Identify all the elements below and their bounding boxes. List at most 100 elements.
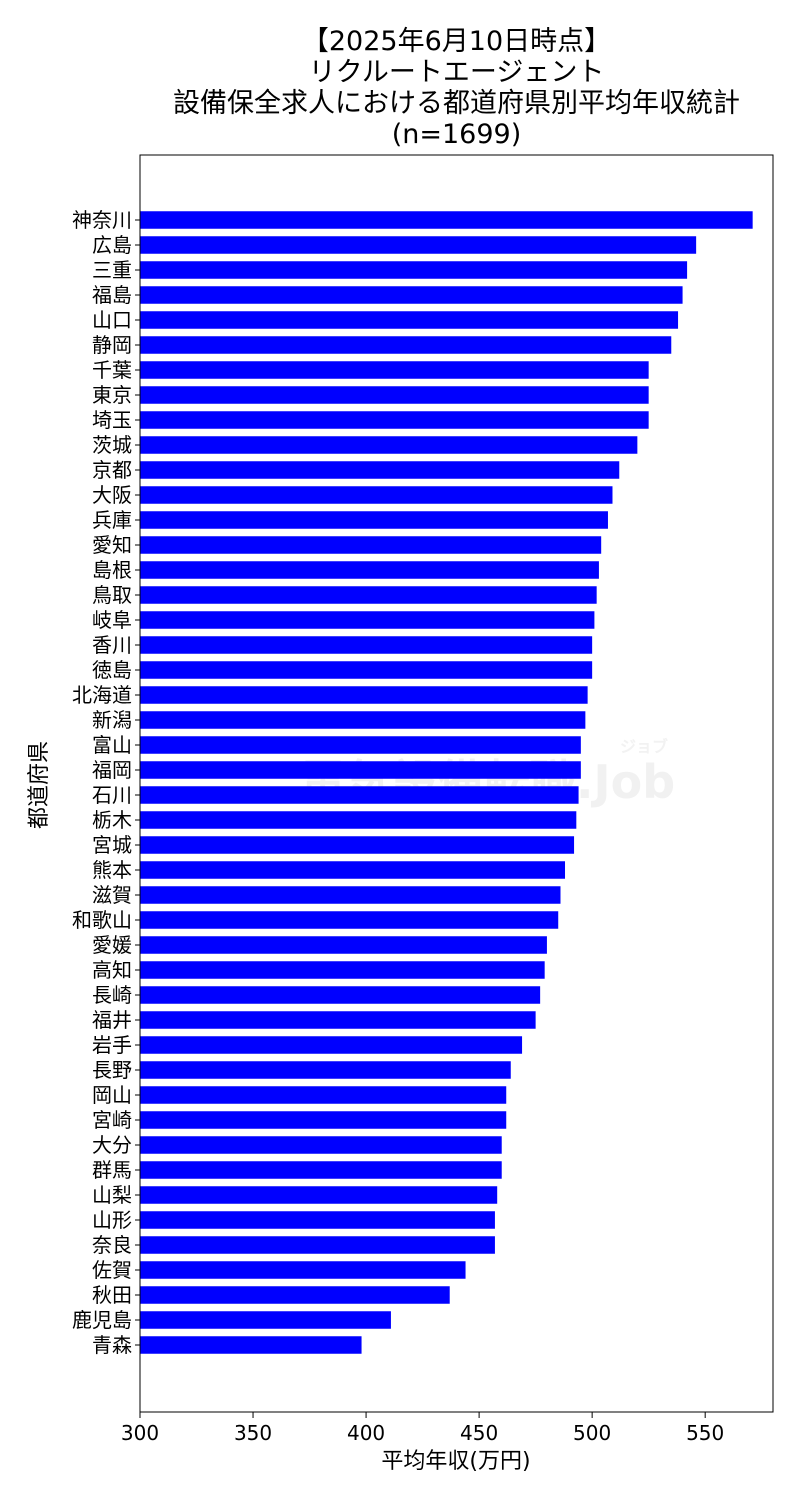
x-axis-label: 平均年収(万円) <box>381 1449 530 1474</box>
bar <box>140 286 683 304</box>
category-label: 和歌山 <box>72 908 132 932</box>
bar <box>140 1011 536 1029</box>
category-label: 岡山 <box>92 1083 132 1107</box>
bar <box>140 861 566 879</box>
category-label: 佐賀 <box>92 1258 132 1282</box>
bar <box>140 611 595 629</box>
bar <box>140 311 679 329</box>
x-ticks-group: 300 350 400 450 500 550 <box>121 1412 724 1445</box>
category-label: 奈良 <box>92 1233 132 1257</box>
bar <box>140 836 575 854</box>
category-label: 山形 <box>92 1208 132 1232</box>
category-label: 鹿児島 <box>72 1308 132 1332</box>
bar <box>140 1211 495 1229</box>
bar <box>140 661 593 679</box>
category-label: 鳥取 <box>92 583 132 607</box>
bar <box>140 761 581 779</box>
category-label: 秋田 <box>92 1283 132 1307</box>
bar <box>140 1336 362 1354</box>
plot-frame <box>139 154 774 1413</box>
chart-title-line-3: 設備保全求人における都道府県別平均年収統計 <box>173 88 740 119</box>
category-label: 富山 <box>92 733 132 757</box>
category-label: 大阪 <box>92 483 132 507</box>
category-label: 徳島 <box>92 658 132 682</box>
bar <box>140 886 561 904</box>
category-label: 茨城 <box>92 433 132 457</box>
category-label: 栃木 <box>92 808 132 832</box>
bar <box>140 1136 502 1154</box>
bar <box>140 211 753 229</box>
bars-group <box>140 211 753 1354</box>
x-tick-label: 500 <box>573 1421 611 1445</box>
bar <box>140 636 593 654</box>
category-label: 岩手 <box>92 1033 132 1057</box>
category-label: 青森 <box>92 1333 132 1357</box>
x-tick-label: 450 <box>460 1421 498 1445</box>
category-label: 福岡 <box>92 758 132 782</box>
x-tick-label: 400 <box>347 1421 385 1445</box>
bar <box>140 1111 507 1129</box>
bar <box>140 1186 498 1204</box>
category-label: 京都 <box>92 458 132 482</box>
chart-title-line-2: リクルートエージェント <box>308 57 605 88</box>
bar <box>140 961 545 979</box>
bar <box>140 1161 502 1179</box>
bar <box>140 511 608 529</box>
bar <box>140 411 649 429</box>
bar <box>140 736 581 754</box>
bar <box>140 236 697 254</box>
x-tick-label: 300 <box>121 1421 159 1445</box>
bar <box>140 786 579 804</box>
x-tick-label: 350 <box>234 1421 272 1445</box>
bar <box>140 261 688 279</box>
bar <box>140 1311 391 1329</box>
category-label: 岐阜 <box>92 608 132 632</box>
category-label: 広島 <box>92 233 132 257</box>
category-label: 福井 <box>92 1008 132 1032</box>
bar <box>140 361 649 379</box>
bar <box>140 536 602 554</box>
bar <box>140 986 541 1004</box>
bar <box>140 386 649 404</box>
category-labels-group: 神奈川広島三重福島山口静岡千葉東京埼玉茨城京都大阪兵庫愛知島根鳥取岐阜香川徳島北… <box>72 208 140 1357</box>
bar <box>140 1236 495 1254</box>
category-label: 群馬 <box>92 1158 132 1182</box>
category-label: 宮崎 <box>92 1108 132 1132</box>
category-label: 新潟 <box>92 708 132 732</box>
x-tick-label: 550 <box>686 1421 724 1445</box>
bar <box>140 911 559 929</box>
bar <box>140 336 672 354</box>
category-label: 三重 <box>92 258 132 282</box>
bar <box>140 711 586 729</box>
category-label: 長崎 <box>92 983 132 1007</box>
category-label: 愛知 <box>92 533 132 557</box>
category-label: 石川 <box>92 783 132 807</box>
y-axis-label: 都道府県 <box>27 741 52 829</box>
category-label: 島根 <box>92 558 132 582</box>
category-label: 神奈川 <box>72 208 132 232</box>
bar <box>140 1036 523 1054</box>
category-label: 滋賀 <box>92 883 132 907</box>
category-label: 大分 <box>92 1133 132 1157</box>
bar <box>140 561 599 579</box>
category-label: 香川 <box>92 633 132 657</box>
chart-title-line-4: (n=1699) <box>391 119 522 150</box>
bar <box>140 461 620 479</box>
chart-title-line-1: 【2025年6月10日時点】 <box>301 26 612 57</box>
bar <box>140 586 597 604</box>
category-label: 兵庫 <box>92 508 132 532</box>
bar <box>140 486 613 504</box>
category-label: 長野 <box>92 1058 132 1082</box>
bar <box>140 936 547 954</box>
category-label: 山口 <box>92 308 132 332</box>
bar <box>140 1286 450 1304</box>
category-label: 高知 <box>92 958 132 982</box>
bar <box>140 686 588 704</box>
category-label: 愛媛 <box>92 933 132 957</box>
watermark-small-text: ジョブ <box>620 737 668 756</box>
bar <box>140 1261 466 1279</box>
bar <box>140 811 577 829</box>
category-label: 山梨 <box>92 1183 132 1207</box>
category-label: 北海道 <box>72 683 132 707</box>
